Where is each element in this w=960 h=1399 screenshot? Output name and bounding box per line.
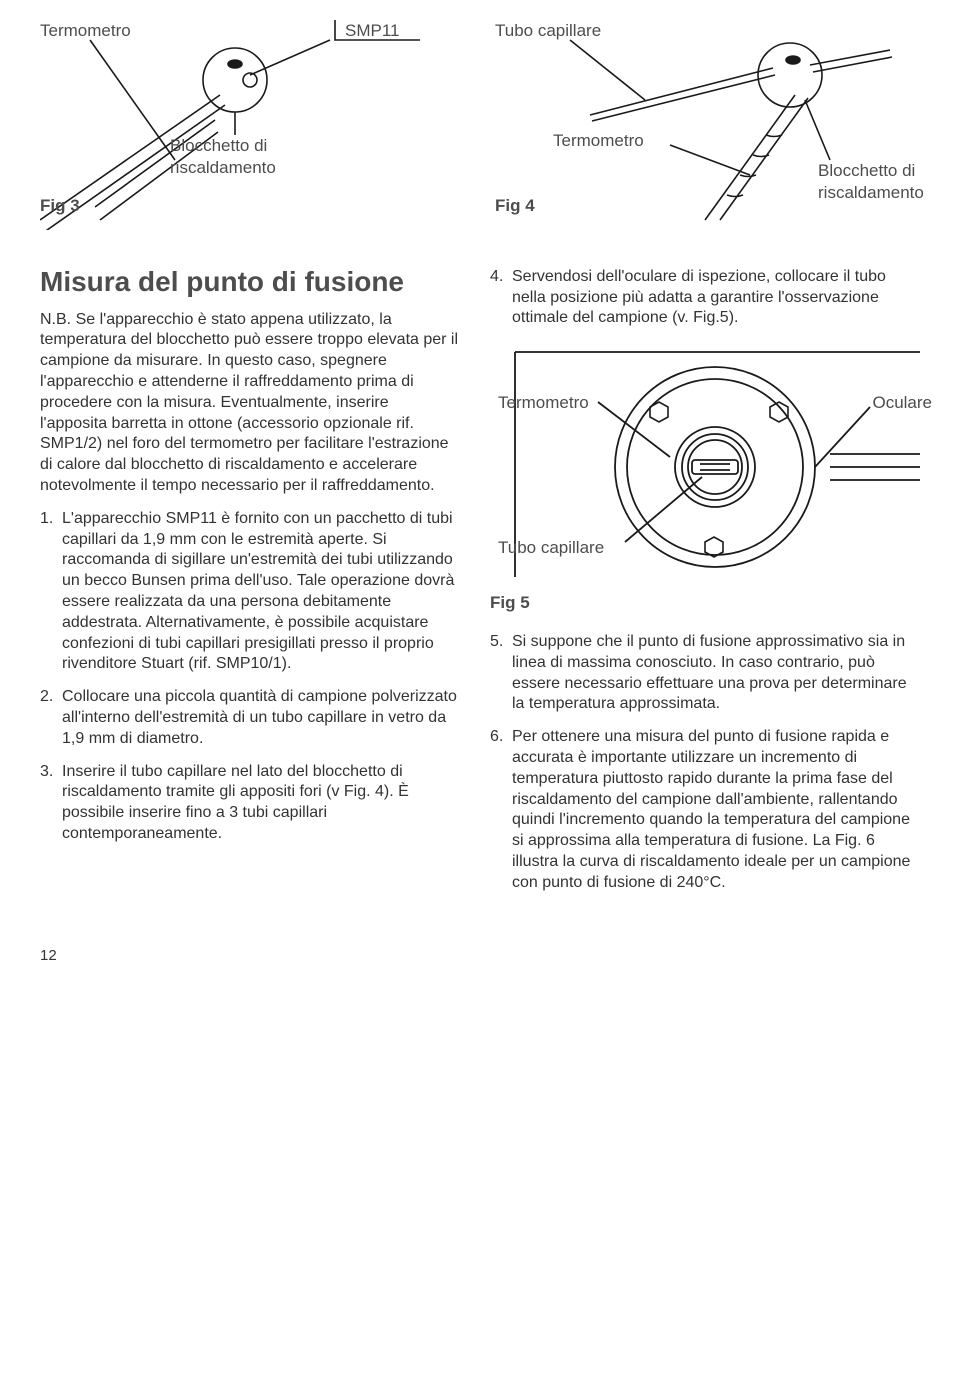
step-text: Servendosi dell'oculare di ispezione, co… — [512, 267, 920, 329]
label-oculare: Oculare — [872, 392, 932, 414]
label-termometro-fig3: Termometro — [40, 20, 131, 42]
step-text: L'apparecchio SMP11 è fornito con un pac… — [62, 509, 460, 675]
steps-left: 1.L'apparecchio SMP11 è fornito con un p… — [40, 509, 460, 845]
step-number: 6. — [490, 727, 512, 893]
label-tubo-fig5: Tubo capillare — [498, 537, 604, 559]
step-number: 2. — [40, 687, 62, 749]
label-smp11: SMP11 — [345, 20, 400, 42]
heading: Misura del punto di fusione — [40, 267, 460, 298]
right-column: 4.Servendosi dell'oculare di ispezione, … — [490, 267, 920, 906]
fig4-block: Tubo capillare Termometro Blocchetto di … — [480, 20, 920, 237]
label-termometro-fig4: Termometro — [553, 130, 644, 152]
list-item: 1.L'apparecchio SMP11 è fornito con un p… — [40, 509, 460, 675]
step-text: Per ottenere una misura del punto di fus… — [512, 727, 920, 893]
fig4-caption: Fig 4 — [495, 195, 535, 217]
step-number: 4. — [490, 267, 512, 329]
upper-figures: Termometro SMP11 Blocchetto di riscaldam… — [40, 20, 920, 237]
label-blocchetto-fig4: Blocchetto di riscaldamento — [818, 160, 924, 204]
step-number: 3. — [40, 762, 62, 845]
step-number: 1. — [40, 509, 62, 675]
fig3-diagram — [40, 20, 460, 230]
fig5-caption: Fig 5 — [490, 592, 920, 614]
page-number: 12 — [40, 946, 57, 966]
label-blocchetto-fig3: Blocchetto di riscaldamento — [170, 135, 276, 179]
steps-right-a: 4.Servendosi dell'oculare di ispezione, … — [490, 267, 920, 329]
fig3-caption: Fig 3 — [40, 195, 80, 217]
list-item: 4.Servendosi dell'oculare di ispezione, … — [490, 267, 920, 329]
step-number: 5. — [490, 632, 512, 715]
list-item: 3.Inserire il tubo capillare nel lato de… — [40, 762, 460, 845]
list-item: 6.Per ottenere una misura del punto di f… — [490, 727, 920, 893]
label-tubo-fig4: Tubo capillare — [495, 20, 601, 42]
step-text: Inserire il tubo capillare nel lato del … — [62, 762, 460, 845]
list-item: 5.Si suppone che il punto di fusione app… — [490, 632, 920, 715]
nb-paragraph: N.B. Se l'apparecchio è stato appena uti… — [40, 310, 460, 497]
fig3-block: Termometro SMP11 Blocchetto di riscaldam… — [40, 20, 480, 237]
label-termometro-fig5: Termometro — [498, 392, 589, 414]
fig5-block: Termometro Oculare Tubo capillare — [490, 347, 920, 614]
step-text: Si suppone che il punto di fusione appro… — [512, 632, 920, 715]
list-item: 2.Collocare una piccola quantità di camp… — [40, 687, 460, 749]
left-column: Misura del punto di fusione N.B. Se l'ap… — [40, 267, 460, 906]
steps-right-b: 5.Si suppone che il punto di fusione app… — [490, 632, 920, 894]
step-text: Collocare una piccola quantità di campio… — [62, 687, 460, 749]
